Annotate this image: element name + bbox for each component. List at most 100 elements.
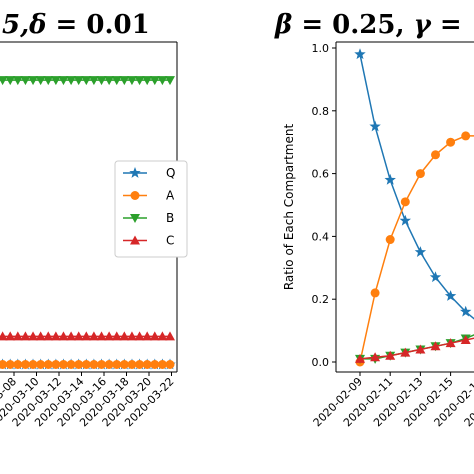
left-series-A-marker: [142, 360, 152, 369]
right-series-C-marker: [370, 352, 381, 362]
right-series-A-marker: [415, 169, 425, 179]
right-chart-title: β = 0.25, γ =: [274, 10, 462, 40]
left-series-B-marker: [96, 76, 107, 86]
left-series-C-marker: [81, 331, 92, 341]
left-series-C-marker: [20, 331, 31, 341]
right-y-tick-label: 0.4: [312, 230, 330, 243]
left-title-mu: 5,: [2, 10, 29, 40]
right-title-mid: = 0.25,: [292, 10, 413, 40]
right-series-C-marker: [430, 341, 441, 351]
right-chart: β = 0.25, γ = Ratio of Each Compartment …: [274, 10, 474, 429]
left-series-A-marker: [135, 360, 145, 369]
left-series-B-marker: [12, 76, 23, 86]
left-x-ticks: 2020-03-082020-03-102020-03-122020-03-14…: [0, 372, 177, 429]
left-series-A-marker: [66, 360, 76, 369]
left-series-A-marker: [0, 360, 8, 369]
right-series-A-marker: [370, 288, 380, 298]
right-y-tick-label: 0.0: [312, 356, 330, 369]
left-series-C-marker: [134, 331, 145, 341]
right-series-Q-marker: [369, 120, 381, 132]
left-series-B-marker: [126, 76, 137, 86]
right-series-Q-marker: [414, 246, 427, 257]
left-series-B-marker: [149, 76, 160, 86]
right-series-C-line: [359, 337, 474, 360]
right-y-axis-label: Ratio of Each Compartment: [282, 124, 296, 291]
right-series-C-marker: [355, 353, 365, 363]
left-title-value: = 0.01: [47, 10, 150, 40]
right-series-A-marker: [446, 137, 456, 147]
left-series-A-marker: [58, 360, 68, 369]
left-series-A-marker: [13, 360, 23, 369]
right-series-A-marker: [400, 197, 410, 207]
left-series-B-marker: [157, 76, 168, 86]
left-series-C-marker: [0, 331, 8, 341]
left-series-B-marker: [111, 76, 122, 86]
left-series-A-marker: [43, 360, 53, 369]
left-series-C-marker: [119, 331, 130, 341]
right-title-end: =: [431, 10, 462, 40]
left-series-C-marker: [111, 331, 122, 341]
legend-B-label: B: [166, 211, 174, 225]
left-series-C-marker: [149, 331, 160, 341]
left-series-A-marker: [5, 360, 15, 369]
right-series-C-marker: [400, 347, 411, 357]
right-y-tick-label: 1.0: [312, 42, 330, 55]
left-series-A-marker: [150, 360, 160, 369]
right-x-ticks: 2020-02-092020-02-112020-02-132020-02-15…: [311, 372, 474, 429]
left-series-A-marker: [119, 360, 129, 369]
right-series-Q-marker: [460, 305, 472, 317]
left-series-B-marker: [142, 76, 153, 86]
left-series-C-marker: [96, 331, 107, 341]
left-series-A-marker: [51, 360, 61, 369]
left-series-B-marker: [20, 76, 31, 86]
left-series-C-marker: [126, 331, 137, 341]
left-series-A-marker: [81, 360, 91, 369]
legend-B-marker: [130, 214, 140, 223]
right-series-A-line: [359, 135, 474, 363]
left-series-C-marker: [28, 331, 39, 341]
legend-C-marker: [130, 235, 140, 245]
left-series-B-marker: [134, 76, 145, 86]
left-plot-area: [0, 76, 176, 370]
left-series-A-marker: [36, 360, 46, 369]
right-y-tick-label: 0.8: [312, 105, 330, 118]
left-series-A-marker: [165, 360, 175, 369]
right-series-Q-marker: [399, 214, 411, 226]
left-series-C-marker: [157, 331, 168, 341]
right-series-Q-line: [359, 54, 474, 320]
right-y-ticks: 0.0 0.2 0.4 0.6 0.8 1.0: [312, 42, 336, 369]
left-series-B-marker: [165, 76, 175, 86]
left-series-C-marker: [35, 331, 46, 341]
left-series-A-marker: [89, 360, 99, 369]
left-chart-title: 5,δ = 0.01: [2, 10, 150, 40]
left-series-C-marker: [58, 331, 69, 341]
left-series-B-marker: [73, 76, 84, 86]
left-series-C-marker: [66, 331, 77, 341]
right-series-Q-marker: [354, 48, 366, 60]
right-series-A-marker: [461, 131, 471, 141]
left-series-B-marker: [50, 76, 61, 86]
left-series-B-marker: [43, 76, 54, 86]
legend-A-marker: [130, 191, 140, 200]
left-series-A-marker: [127, 360, 137, 369]
left-series-B-marker: [81, 76, 92, 86]
right-series-C-marker: [415, 344, 426, 354]
left-series-B-marker: [104, 76, 115, 86]
legend-C-label: C: [166, 234, 174, 248]
left-series-C-marker: [73, 331, 84, 341]
left-series-B-marker: [5, 76, 16, 86]
legend-frame: [114, 160, 188, 258]
left-series-B-marker: [58, 76, 69, 86]
right-title-gamma: γ: [414, 10, 433, 40]
right-series-A-marker: [385, 235, 395, 245]
right-plot-area: [354, 48, 474, 367]
left-series-B-marker: [28, 76, 39, 86]
right-y-tick-label: 0.6: [312, 168, 330, 181]
left-series-C-marker: [104, 331, 115, 341]
right-title-beta: β: [274, 10, 292, 40]
left-series-A-marker: [104, 360, 114, 369]
left-series-C-marker: [12, 331, 23, 341]
left-series-A-marker: [74, 360, 84, 369]
